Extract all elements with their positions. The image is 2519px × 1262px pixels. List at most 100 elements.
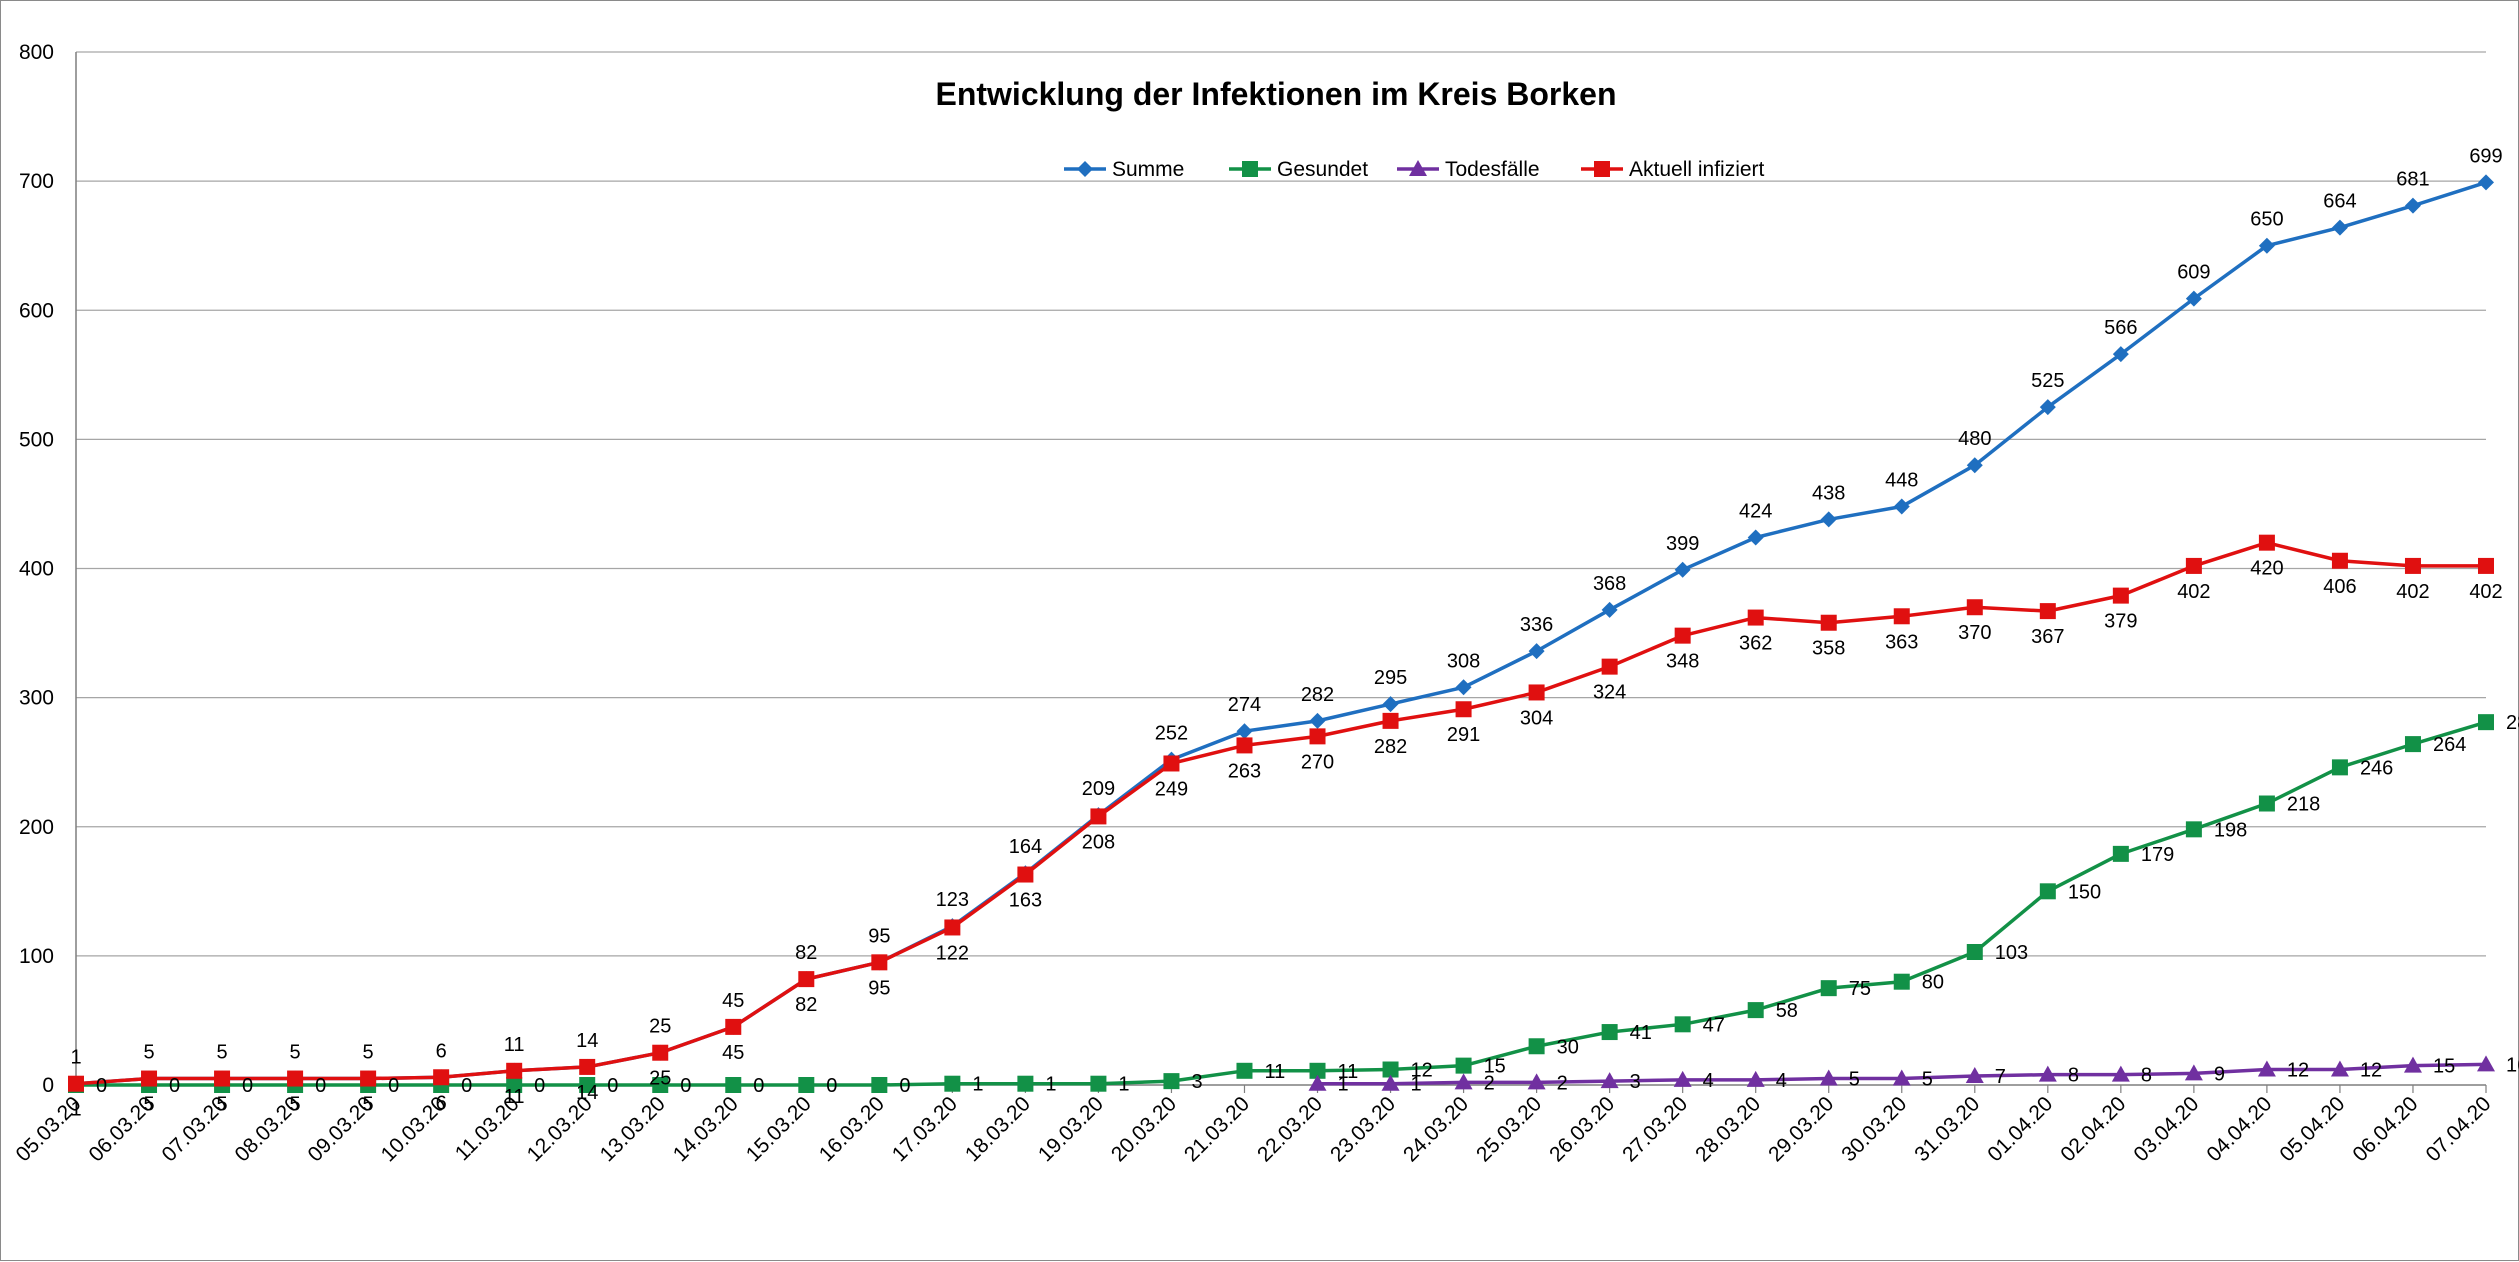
data-label-gesundet: 246 xyxy=(2360,757,2393,779)
data-label-gesundet: 58 xyxy=(1776,1000,1798,1022)
data-label-todesf-lle: 1 xyxy=(1411,1074,1422,1096)
x-tick-label: 22.03.20 xyxy=(1253,1092,1327,1166)
data-point-todesf-lle xyxy=(2330,1060,2349,1077)
data-point-gesundet xyxy=(1017,1075,1034,1092)
data-label-summe: 480 xyxy=(1958,428,1991,450)
data-label-gesundet: 198 xyxy=(2214,819,2247,841)
data-label-gesundet: 0 xyxy=(534,1075,545,1097)
x-tick-label: 17.03.20 xyxy=(888,1092,962,1166)
data-label-aktuell-infiziert: 402 xyxy=(2396,581,2429,603)
x-tick-label: 16.03.20 xyxy=(815,1092,889,1166)
data-point-aktuell-infiziert xyxy=(2039,603,2056,620)
x-tick-label: 21.03.20 xyxy=(1180,1092,1254,1166)
data-point-summe xyxy=(1455,679,1472,696)
data-label-gesundet: 75 xyxy=(1849,978,1871,1000)
x-tick-label: 13.03.20 xyxy=(596,1092,670,1166)
x-tick-label: 29.03.20 xyxy=(1764,1092,1838,1166)
data-point-aktuell-infiziert xyxy=(798,971,815,988)
data-label-summe: 308 xyxy=(1447,650,1480,672)
data-label-todesf-lle: 3 xyxy=(1630,1071,1641,1093)
data-point-summe xyxy=(1966,457,1983,474)
x-tick-label: 25.03.20 xyxy=(1472,1092,1546,1166)
data-point-gesundet xyxy=(2258,795,2275,812)
data-point-todesf-lle xyxy=(2184,1064,2203,1081)
data-label-todesf-lle: 4 xyxy=(1703,1070,1714,1092)
x-tick-label: 05.04.20 xyxy=(2275,1092,2349,1166)
series xyxy=(68,174,2495,1093)
x-tick-label: 01.04.20 xyxy=(1983,1092,2057,1166)
series-line-gesundet xyxy=(76,720,2487,1087)
data-label-todesf-lle: 5 xyxy=(1922,1069,1933,1091)
data-point-summe xyxy=(1820,511,1837,528)
data-label-gesundet: 0 xyxy=(899,1075,910,1097)
data-label-gesundet: 1 xyxy=(1045,1074,1056,1096)
data-point-aktuell-infiziert xyxy=(1236,737,1253,754)
data-label-todesf-lle: 9 xyxy=(2214,1063,2225,1085)
data-point-gesundet xyxy=(725,1077,742,1093)
data-point-aktuell-infiziert xyxy=(1820,614,1837,631)
data-label-summe: 566 xyxy=(2104,317,2137,339)
data-point-gesundet xyxy=(1820,980,1837,997)
data-point-aktuell-infiziert xyxy=(2258,534,2275,551)
data-label-aktuell-infiziert: 420 xyxy=(2250,558,2283,580)
data-point-gesundet xyxy=(1674,1016,1691,1033)
data-point-todesf-lle xyxy=(2038,1065,2057,1082)
data-point-summe xyxy=(1601,601,1618,618)
data-label-aktuell-infiziert: 406 xyxy=(2323,576,2356,598)
data-label-summe: 448 xyxy=(1885,470,1918,492)
data-point-aktuell-infiziert xyxy=(2112,587,2129,604)
data-point-aktuell-infiziert xyxy=(1966,599,1983,616)
data-point-aktuell-infiziert xyxy=(2331,552,2348,569)
data-label-aktuell-infiziert: 5 xyxy=(143,1094,154,1116)
data-label-summe: 82 xyxy=(795,942,817,964)
data-point-gesundet xyxy=(1309,1062,1326,1079)
data-label-todesf-lle: 8 xyxy=(2068,1065,2079,1087)
data-label-gesundet: 1 xyxy=(1118,1074,1129,1096)
data-label-aktuell-infiziert: 304 xyxy=(1520,707,1553,729)
data-label-aktuell-infiziert: 362 xyxy=(1739,633,1772,655)
data-point-todesf-lle xyxy=(1746,1070,1765,1087)
chart-title: Entwicklung der Infektionen im Kreis Bor… xyxy=(935,76,1616,112)
x-tick-label: 18.03.20 xyxy=(961,1092,1035,1166)
data-label-todesf-lle: 12 xyxy=(2360,1060,2382,1082)
data-point-summe xyxy=(1747,529,1764,546)
data-label-summe: 5 xyxy=(143,1042,154,1064)
data-label-todesf-lle: 7 xyxy=(1995,1066,2006,1088)
data-label-gesundet: 0 xyxy=(96,1075,107,1097)
data-label-summe: 664 xyxy=(2323,191,2356,213)
data-label-summe: 1 xyxy=(70,1047,81,1069)
data-label-aktuell-infiziert: 282 xyxy=(1374,736,1407,758)
data-label-gesundet: 179 xyxy=(2141,844,2174,866)
data-point-todesf-lle xyxy=(1965,1066,1984,1083)
data-label-summe: 95 xyxy=(868,925,890,947)
x-tick-label: 23.03.20 xyxy=(1326,1092,1400,1166)
data-point-summe xyxy=(2039,399,2056,416)
legend-entry-todesf-lle: Todesfälle xyxy=(1397,158,1540,181)
data-label-summe: 399 xyxy=(1666,533,1699,555)
data-point-todesf-lle xyxy=(2403,1056,2422,1073)
data-point-aktuell-infiziert xyxy=(506,1062,523,1079)
data-label-aktuell-infiziert: 291 xyxy=(1447,724,1480,746)
data-label-summe: 525 xyxy=(2031,370,2064,392)
data-label-summe: 164 xyxy=(1009,836,1042,858)
data-label-aktuell-infiziert: 14 xyxy=(576,1082,598,1104)
data-label-gesundet: 15 xyxy=(1484,1056,1506,1078)
data-label-gesundet: 0 xyxy=(388,1075,399,1097)
data-label-aktuell-infiziert: 263 xyxy=(1228,760,1261,782)
data-label-gesundet: 47 xyxy=(1703,1014,1725,1036)
x-tick-label: 06.04.20 xyxy=(2348,1092,2422,1166)
series-summe xyxy=(68,174,2494,1092)
data-label-aktuell-infiziert: 370 xyxy=(1958,622,1991,644)
y-tick-label: 100 xyxy=(19,945,54,968)
x-tick-label: 02.04.20 xyxy=(2056,1092,2130,1166)
data-point-todesf-lle xyxy=(1308,1074,1327,1091)
data-point-aktuell-infiziert xyxy=(871,954,888,971)
data-point-gesundet xyxy=(798,1077,815,1093)
data-label-gesundet: 80 xyxy=(1922,972,1944,994)
data-label-gesundet: 0 xyxy=(315,1075,326,1097)
data-point-todesf-lle xyxy=(2477,1055,2495,1072)
data-point-gesundet xyxy=(652,1077,669,1093)
x-tick-label: 30.03.20 xyxy=(1837,1092,1911,1166)
data-point-todesf-lle xyxy=(1673,1070,1692,1087)
